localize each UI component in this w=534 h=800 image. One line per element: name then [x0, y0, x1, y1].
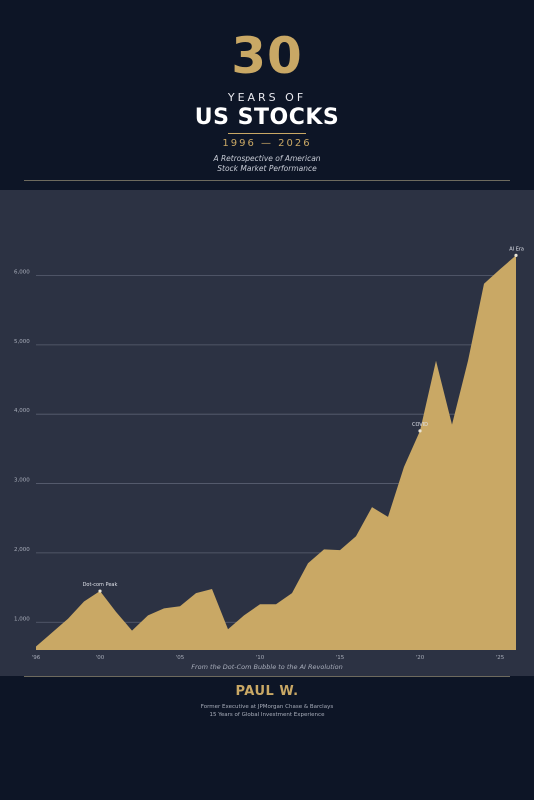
date-range: 1996 — 2026 — [222, 138, 312, 149]
page-title: US STOCKS — [194, 105, 340, 130]
years-number: 30 — [231, 27, 303, 85]
stock-area-chart: 1,000 2,000 3,000 4,000 5,000 6,000 '96 '00 '05 '… — [14, 246, 524, 661]
y-tick-label: 5,000 — [14, 339, 30, 345]
author-name: PAUL W. — [235, 684, 299, 699]
y-tick-label: 4,000 — [14, 408, 30, 414]
subtitle-line-2: Stock Market Performance — [217, 164, 317, 173]
y-tick-label: 6,000 — [14, 269, 30, 275]
stock-index-area — [36, 255, 516, 650]
x-tick-label: '96 — [32, 655, 41, 661]
annotation-point — [98, 589, 102, 593]
chart-caption: From the Dot-Com Bubble to the AI Revolu… — [191, 663, 343, 671]
annotation-point — [418, 429, 422, 433]
x-tick-label: '25 — [496, 655, 505, 661]
years-of-label: YEARS OF — [227, 91, 307, 104]
subtitle-line-1: A Retrospective of American — [213, 154, 321, 163]
chart-panel: 1,000 2,000 3,000 4,000 5,000 6,000 '96 '00 '05 '… — [0, 190, 534, 676]
annotation-label: COVID — [412, 422, 428, 428]
x-tick-label: '15 — [336, 655, 345, 661]
bottom-divider — [24, 676, 510, 677]
cover-header: 30 YEARS OF US STOCKS 1996 — 2026 A Retr… — [0, 0, 534, 190]
annotation-label: Dot-com Peak — [83, 582, 118, 588]
y-tick-label: 3,000 — [14, 478, 30, 484]
y-tick-label: 1,000 — [14, 616, 30, 622]
top-divider — [24, 180, 510, 181]
x-tick-label: '00 — [96, 655, 105, 661]
title-divider — [228, 133, 306, 134]
author-credential-1: Former Executive at JPMorgan Chase & Bar… — [200, 704, 334, 710]
author-credential-2: 15 Years of Global Investment Experience — [209, 712, 325, 718]
subtitle: A Retrospective of American Stock Market… — [0, 154, 534, 174]
annotation-point — [514, 253, 518, 257]
x-tick-label: '20 — [416, 655, 425, 661]
y-tick-label: 2,000 — [14, 547, 30, 553]
x-tick-label: '05 — [176, 655, 185, 661]
x-tick-label: '10 — [256, 655, 265, 661]
annotation-label: AI Era — [509, 246, 524, 252]
